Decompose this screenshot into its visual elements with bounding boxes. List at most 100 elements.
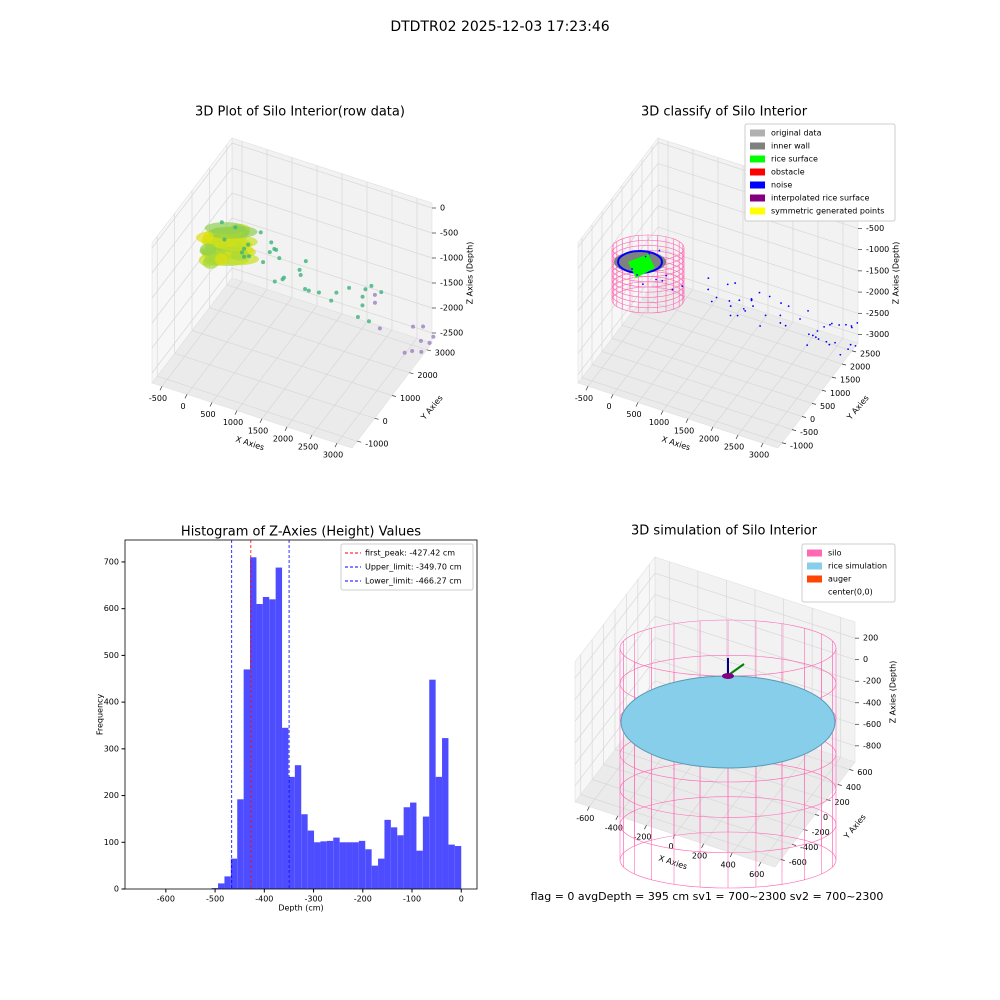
legend-label: noise	[771, 181, 792, 190]
tick-mark	[644, 825, 647, 830]
y-tick-label: 0	[383, 417, 388, 426]
y-tick-label: 200	[104, 791, 119, 800]
grid-line	[231, 242, 433, 309]
bar	[282, 727, 289, 889]
tick-mark	[284, 426, 288, 432]
grid-line	[592, 779, 793, 845]
point	[817, 338, 820, 340]
bar	[237, 799, 244, 889]
point	[655, 278, 657, 281]
x-axis-label: Depth (cm)	[278, 904, 323, 913]
point	[246, 242, 251, 247]
x-tick-label: -100	[403, 895, 421, 904]
bar	[262, 596, 270, 889]
point	[726, 283, 729, 286]
grid-line	[231, 192, 433, 259]
y-tick-label: 2000	[850, 363, 870, 372]
z-tick-label: -500	[866, 224, 884, 233]
grid-line	[174, 352, 375, 419]
legend-swatch	[750, 155, 765, 163]
z-tick-label: 200	[863, 634, 878, 643]
bar	[397, 835, 404, 889]
grid-line	[577, 142, 659, 248]
bar	[371, 865, 379, 889]
x-tick-label: 500	[626, 410, 641, 419]
grid-line	[637, 297, 719, 403]
point	[329, 298, 334, 303]
tick-mark	[409, 372, 414, 375]
grid-line	[580, 794, 781, 860]
point	[799, 318, 801, 320]
bar	[320, 841, 327, 889]
point	[811, 334, 814, 337]
x-tick-label: -200	[633, 833, 651, 842]
point	[784, 324, 787, 327]
grid-line	[151, 267, 233, 374]
tick-mark	[710, 426, 714, 432]
point	[274, 247, 279, 252]
point	[768, 295, 771, 298]
point	[363, 287, 368, 292]
legend-label: silo	[828, 549, 842, 558]
rice-surface	[620, 675, 836, 769]
point	[334, 290, 339, 295]
tick-mark	[841, 363, 847, 366]
x-tick-label: 1500	[248, 426, 268, 435]
grid-line	[574, 616, 656, 722]
grid-line	[231, 167, 433, 234]
auger	[729, 663, 745, 675]
legend-swatch	[750, 168, 765, 176]
legend-label: symmetric generated points	[771, 207, 884, 216]
point	[366, 319, 371, 324]
legend-swatch	[750, 194, 765, 202]
tick-mark	[685, 418, 689, 423]
grid-line	[591, 364, 793, 430]
chart-title: Histogram of Z-Axies (Height) Values	[181, 525, 421, 540]
bar	[230, 858, 238, 889]
z-tick-label: -800	[863, 741, 881, 750]
x-tick-label: 0	[668, 842, 673, 851]
grid-line	[621, 324, 823, 391]
x-tick-label: 600	[749, 870, 764, 879]
tick-mark	[660, 410, 664, 415]
tick-mark	[184, 394, 188, 399]
bar	[314, 842, 321, 889]
point	[838, 324, 841, 326]
point	[298, 273, 303, 278]
tick-mark	[831, 376, 837, 379]
tick-mark	[426, 349, 431, 352]
z-tick-label: -1000	[866, 245, 889, 254]
y-tick-label: 100	[104, 838, 119, 847]
x-tick-label: -400	[255, 895, 273, 904]
point	[830, 322, 833, 325]
z-tick-label: -1500	[440, 279, 463, 288]
bar	[365, 849, 372, 889]
y-tick-label: 1500	[840, 376, 860, 385]
x-tick-label: 1500	[674, 426, 694, 435]
point	[631, 268, 633, 270]
point	[736, 314, 739, 317]
tick-mark	[259, 418, 263, 423]
tick-mark	[735, 434, 739, 440]
point	[247, 254, 252, 259]
bar	[378, 858, 385, 889]
tick-mark	[837, 784, 842, 786]
point	[823, 325, 826, 328]
y-tick-label: 300	[104, 744, 119, 753]
point	[372, 300, 377, 305]
z-tick-label: 0	[863, 655, 868, 664]
x-tick-label: 0	[606, 402, 611, 411]
point	[734, 282, 737, 284]
chart-title: 3D simulation of Silo Interior	[631, 524, 818, 539]
point	[411, 324, 416, 329]
grid-line	[151, 142, 233, 249]
point	[806, 344, 809, 347]
tick-mark	[391, 395, 397, 397]
x-tick-label: 1000	[223, 418, 243, 427]
y-tick-label: 700	[104, 557, 119, 566]
y-tick-label: 0	[823, 813, 828, 822]
point	[242, 246, 247, 251]
point	[671, 288, 674, 291]
bar	[358, 840, 366, 889]
